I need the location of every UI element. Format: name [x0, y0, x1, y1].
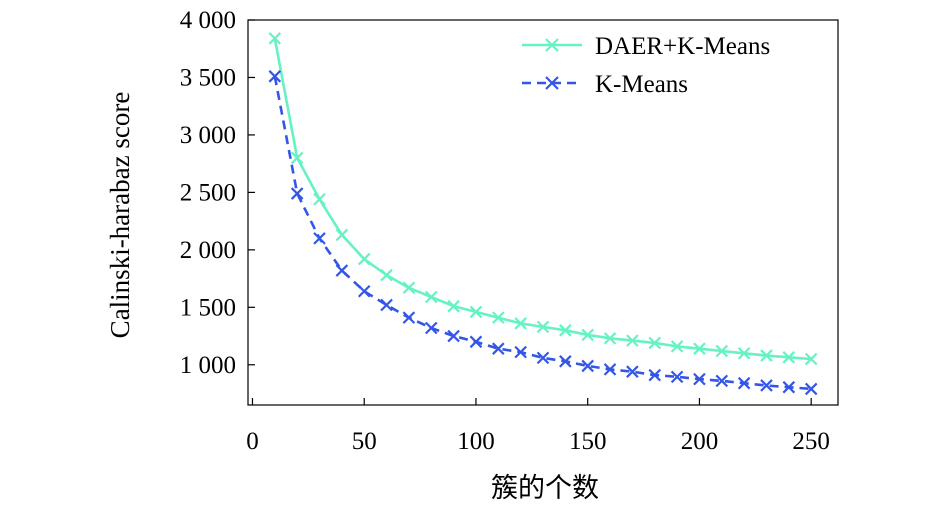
data-point: [670, 340, 684, 353]
data-point: [693, 342, 706, 355]
data-point: [626, 365, 639, 378]
data-point: [514, 317, 527, 330]
data-point: [670, 370, 684, 384]
data-point: [581, 359, 594, 373]
data-point: [559, 324, 572, 337]
data-point: [693, 372, 706, 386]
data-point: [357, 284, 371, 298]
data-point: [335, 228, 349, 242]
data-point: [335, 264, 349, 277]
data-point: [290, 151, 304, 165]
y-tick-label: 1 000: [180, 352, 236, 379]
data-point: [804, 382, 818, 396]
x-tick-label: 250: [792, 428, 830, 455]
legend-label: DAER+K-Means: [595, 33, 770, 60]
data-point: [536, 320, 550, 334]
data-point: [804, 352, 818, 366]
series-line: [273, 38, 812, 361]
data-point: [603, 332, 617, 345]
series-daer-k-means: [268, 32, 818, 366]
data-point: [469, 335, 483, 349]
y-tick-label: 4 000: [180, 7, 236, 34]
data-point: [447, 299, 460, 313]
data-point: [760, 349, 773, 362]
y-tick-label: 2 500: [180, 179, 236, 206]
data-point: [357, 252, 371, 266]
legend-item: DAER+K-Means: [522, 33, 770, 60]
x-tick-label: 50: [352, 428, 377, 455]
y-axis: 1 000 1 500 2 000 2 500 3 000 3 500 4 000: [180, 7, 255, 379]
data-point: [648, 336, 662, 350]
data-point: [737, 347, 751, 360]
y-tick-label: 3 500: [180, 64, 236, 91]
data-point: [603, 363, 617, 376]
data-point: [737, 376, 751, 390]
data-point: [290, 187, 304, 200]
y-tick-label: 1 500: [180, 294, 236, 321]
data-point: [402, 311, 416, 324]
x-tick-label: 200: [681, 428, 719, 455]
data-point: [313, 193, 326, 206]
data-point: [268, 32, 282, 45]
data-point: [559, 355, 572, 368]
plot-border: [247, 19, 839, 406]
data-point: [402, 281, 416, 295]
legend-label: K-Means: [595, 71, 688, 98]
data-point: [715, 344, 729, 358]
data-point: [648, 368, 662, 382]
data-point: [581, 328, 594, 342]
data-point: [424, 321, 438, 335]
data-point: [469, 305, 483, 319]
data-point: [715, 374, 729, 388]
data-point: [492, 311, 505, 324]
data-point: [536, 351, 550, 365]
data-point: [380, 268, 393, 282]
legend-swatch-marker: [545, 76, 559, 90]
data-point: [782, 380, 796, 394]
data-point: [760, 379, 773, 392]
x-axis-title: 簇的个数: [491, 473, 599, 503]
data-point: [268, 70, 282, 83]
series-k-means: [268, 70, 818, 396]
x-axis: 0 50 100 150 200 250: [246, 398, 830, 455]
series-layer: [268, 32, 818, 396]
data-point: [782, 351, 796, 364]
y-tick-label: 3 000: [180, 122, 236, 149]
data-point: [424, 290, 438, 304]
data-point: [514, 345, 527, 359]
legend-swatch-marker: [545, 38, 559, 52]
y-tick-label: 2 000: [180, 237, 236, 264]
x-tick-label: 100: [457, 428, 495, 455]
data-point: [313, 232, 326, 245]
series-line: [273, 76, 812, 391]
data-point: [626, 334, 639, 347]
x-tick-label: 0: [246, 428, 259, 455]
data-point: [447, 329, 460, 343]
y-axis-title: Calinski-harabaz score: [105, 92, 135, 339]
plot-frame: [247, 19, 839, 406]
data-point: [492, 342, 505, 355]
x-tick-label: 150: [569, 428, 607, 455]
legend: DAER+K-Means K-Means: [522, 33, 770, 98]
data-point: [380, 298, 393, 312]
legend-item: K-Means: [522, 71, 688, 98]
